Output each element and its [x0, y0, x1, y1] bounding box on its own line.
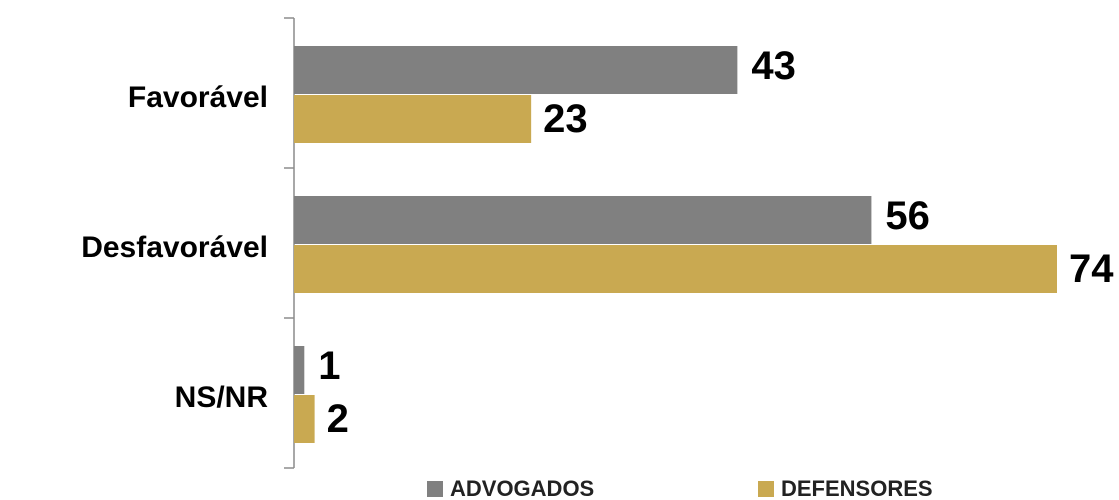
- bar: [294, 245, 1057, 293]
- data-label: 23: [543, 97, 588, 141]
- legend-swatch: [427, 481, 443, 497]
- category-label: NS/NR: [175, 381, 269, 414]
- data-label: 74: [1069, 247, 1114, 291]
- bar: [294, 46, 738, 94]
- bar: [294, 196, 872, 244]
- bar: [294, 346, 305, 394]
- data-label: 1: [318, 344, 340, 388]
- category-label: Desfavorável: [81, 231, 268, 264]
- data-label: 56: [885, 194, 930, 238]
- data-label: 2: [327, 397, 349, 441]
- legend-label: DEFENSORES: [781, 476, 933, 500]
- data-label: 43: [751, 44, 796, 88]
- bar: [294, 95, 532, 143]
- category-label: Favorável: [128, 81, 268, 114]
- bar: [294, 395, 315, 443]
- legend-label: ADVOGADOS: [450, 476, 594, 500]
- legend-swatch: [758, 481, 774, 497]
